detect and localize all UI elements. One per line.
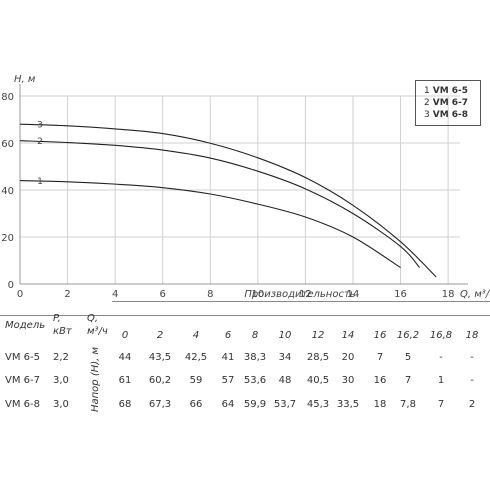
q-value-header: 4 bbox=[192, 330, 200, 341]
y-axis-label: H, м bbox=[14, 74, 36, 85]
table-cell-head: 33,5 bbox=[336, 399, 360, 410]
legend-item-3: 3 VM 6-8 bbox=[424, 109, 480, 121]
x-tick-label: 6 bbox=[160, 289, 166, 300]
table-cell-head: 48 bbox=[278, 375, 292, 386]
table-cell-head: 5 bbox=[404, 352, 412, 363]
table-cell-head: 1 bbox=[437, 375, 445, 386]
table-cell-head: 34 bbox=[278, 352, 292, 363]
table-row-power: 3,0 bbox=[53, 399, 69, 410]
x-tick-label: 16 bbox=[394, 289, 407, 300]
curve-label-3: 3 bbox=[37, 121, 43, 131]
x-tick-label: 2 bbox=[64, 289, 70, 300]
table-cell-head: - bbox=[439, 352, 443, 363]
q-value-header: 16,2 bbox=[396, 330, 420, 341]
y-tick-label: 0 bbox=[8, 280, 14, 291]
table-cell-head: 2 bbox=[468, 399, 476, 410]
legend-item-2: 2 VM 6-7 bbox=[424, 97, 480, 109]
table-cell-head: 7,8 bbox=[400, 399, 416, 410]
y-tick-label: 80 bbox=[1, 92, 14, 103]
table-cell-head: 68 bbox=[118, 399, 132, 410]
legend-num: 2 bbox=[424, 98, 430, 108]
q-value-header: 16 bbox=[373, 330, 387, 341]
pump-curve-1 bbox=[19, 180, 401, 269]
q-value-header: 16,8 bbox=[429, 330, 453, 341]
table-cell-head: 53,7 bbox=[273, 399, 297, 410]
table-cell-head: 16 bbox=[373, 375, 387, 386]
legend-model: VM 6-7 bbox=[432, 98, 469, 108]
legend-item-1: 1 VM 6-5 bbox=[424, 85, 480, 97]
q-value-header: 12 bbox=[311, 330, 325, 341]
chart-legend: 1 VM 6-5 2 VM 6-7 3 VM 6-8 bbox=[415, 80, 481, 126]
q-value-header: 2 bbox=[156, 330, 164, 341]
table-cell-head: 64 bbox=[221, 399, 235, 410]
legend-model: VM 6-8 bbox=[432, 110, 469, 120]
x-tick-label: 0 bbox=[17, 289, 23, 300]
table-cell-head: 57 bbox=[221, 375, 235, 386]
header-q: Q, bbox=[87, 313, 99, 324]
table-row-power: 2,2 bbox=[53, 352, 69, 363]
y-tick-label: 40 bbox=[1, 186, 14, 197]
table-cell-head: - bbox=[470, 375, 474, 386]
table-cell-head: 45,3 bbox=[306, 399, 330, 410]
y-tick-label: 60 bbox=[1, 139, 14, 150]
header-head: Напор (H), м bbox=[90, 346, 101, 412]
table-cell-head: 38,3 bbox=[243, 352, 267, 363]
table-cell-head: 18 bbox=[373, 399, 387, 410]
x-tick-label: 8 bbox=[207, 289, 213, 300]
x-axis-label: Q, м³/ч bbox=[460, 289, 490, 300]
q-value-header: 10 bbox=[278, 330, 292, 341]
table-cell-head: 66 bbox=[189, 399, 203, 410]
table-cell-head: 30 bbox=[341, 375, 355, 386]
table-row-model: VM 6-8 bbox=[5, 399, 40, 410]
pump-curve-2 bbox=[19, 140, 420, 268]
x-tick-label: 14 bbox=[347, 289, 360, 300]
table-row-model: VM 6-7 bbox=[5, 375, 40, 386]
table-cell-head: 42,5 bbox=[184, 352, 208, 363]
header-model: Модель bbox=[5, 320, 46, 331]
y-tick-label: 20 bbox=[1, 233, 14, 244]
q-value-header: 14 bbox=[341, 330, 355, 341]
q-value-header: 0 bbox=[121, 330, 129, 341]
curve-label-2: 2 bbox=[37, 137, 43, 147]
table-cell-head: 67,3 bbox=[148, 399, 172, 410]
table-cell-head: 44 bbox=[118, 352, 132, 363]
table-cell-head: 7 bbox=[404, 375, 412, 386]
q-value-header: 8 bbox=[251, 330, 259, 341]
table-cell-head: 7 bbox=[376, 352, 384, 363]
table-row-model: VM 6-5 bbox=[5, 352, 40, 363]
x-tick-label: 18 bbox=[442, 289, 455, 300]
header-power-unit: кВт bbox=[53, 326, 72, 337]
table-top-rule bbox=[0, 315, 490, 316]
table-cell-head: 60,2 bbox=[148, 375, 172, 386]
table-cell-head: 41 bbox=[221, 352, 235, 363]
header-power: P, bbox=[53, 313, 61, 324]
table-cell-head: 43,5 bbox=[148, 352, 172, 363]
legend-num: 1 bbox=[424, 86, 430, 96]
table-cell-head: 20 bbox=[341, 352, 355, 363]
x-tick-label: 12 bbox=[299, 289, 312, 300]
table-cell-head: 7 bbox=[437, 399, 445, 410]
q-value-header: 18 bbox=[465, 330, 479, 341]
curve-label-1: 1 bbox=[37, 177, 43, 187]
legend-num: 3 bbox=[424, 110, 430, 120]
legend-model: VM 6-5 bbox=[432, 86, 469, 96]
q-value-header: 6 bbox=[224, 330, 232, 341]
table-cell-head: 61 bbox=[118, 375, 132, 386]
header-q-unit: м³/ч bbox=[87, 326, 108, 337]
table-cell-head: - bbox=[470, 352, 474, 363]
table-row-power: 3,0 bbox=[53, 375, 69, 386]
table-cell-head: 59,9 bbox=[243, 399, 267, 410]
pump-curve-3 bbox=[19, 123, 437, 278]
table-cell-head: 53,6 bbox=[243, 375, 267, 386]
table-subheader-rule bbox=[112, 301, 490, 302]
x-tick-label: 4 bbox=[112, 289, 118, 300]
table-cell-head: 59 bbox=[189, 375, 203, 386]
x-tick-label: 10 bbox=[251, 289, 264, 300]
table-group-title: Производительность bbox=[244, 289, 355, 300]
table-cell-head: 28,5 bbox=[306, 352, 330, 363]
table-cell-head: 40,5 bbox=[306, 375, 330, 386]
